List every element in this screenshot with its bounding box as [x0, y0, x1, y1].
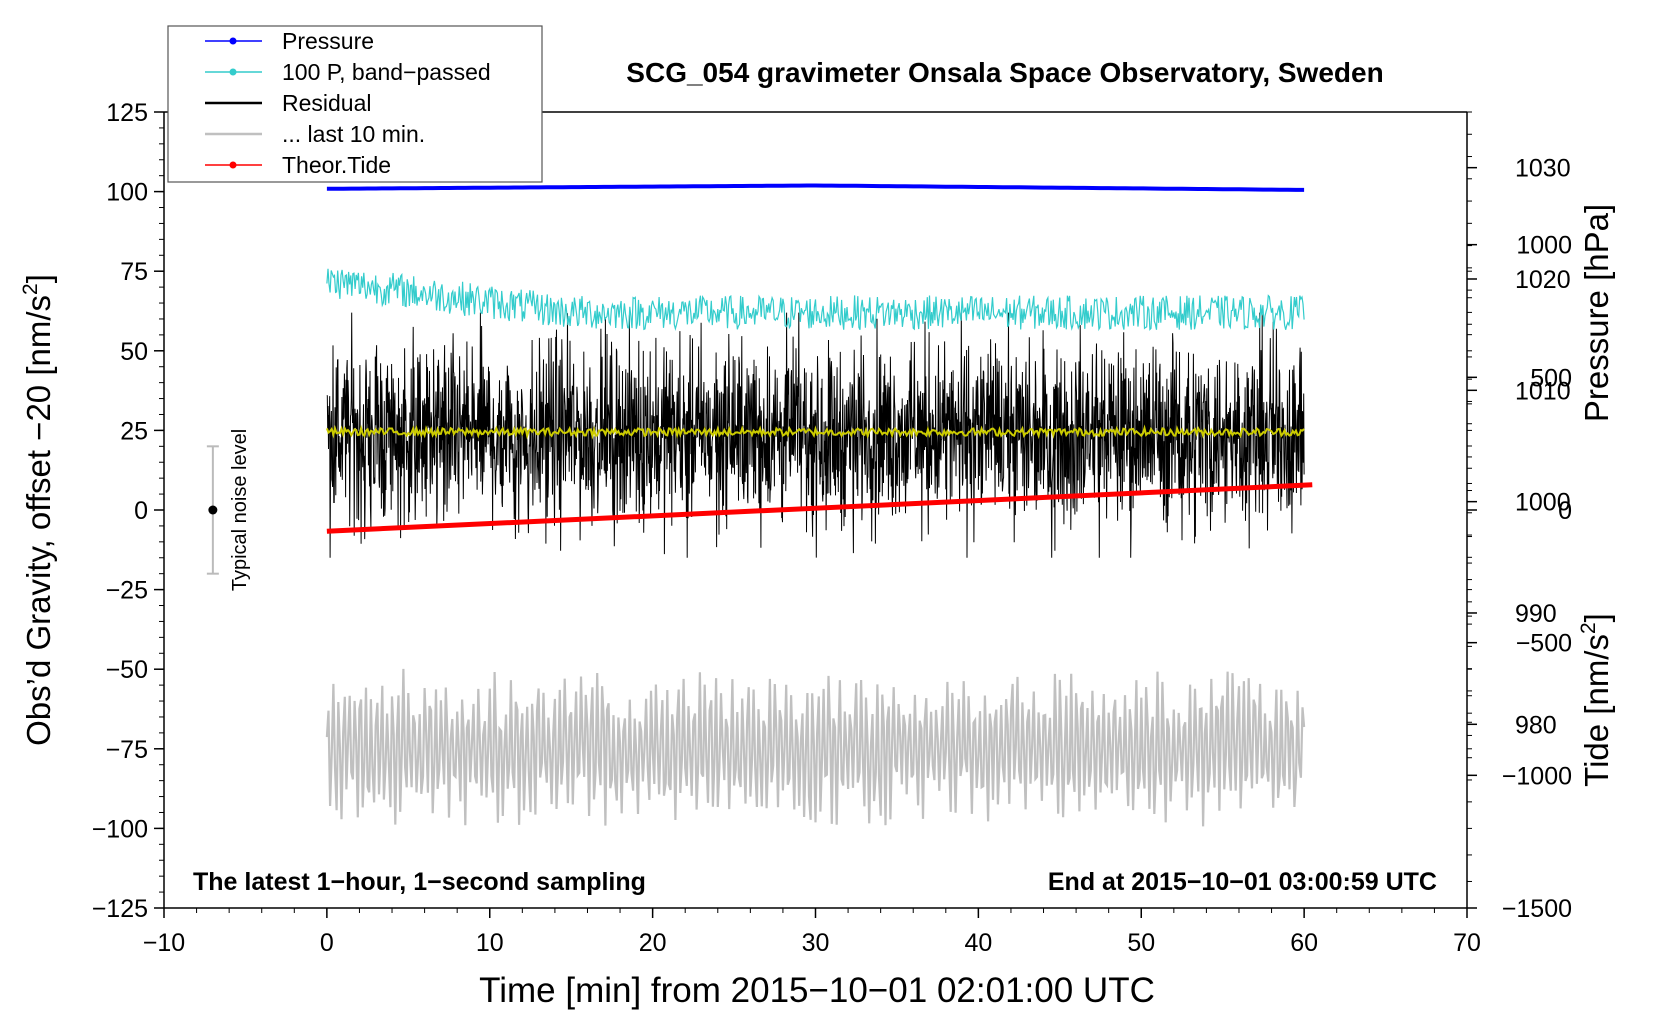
legend: Pressure 100 P, band−passed Residual ... la… [167, 25, 543, 183]
y-tick-label: 100 [106, 179, 148, 207]
y-axis-label-left-main: Obs’d Gravity, offset −20 [nm/s [20, 295, 57, 746]
y-tick-label: 50 [120, 338, 148, 366]
chart-title: SCG_054 gravimeter Onsala Space Observat… [626, 57, 1383, 88]
y-tick-label: −100 [92, 815, 148, 843]
legend-label: 100 P, band−passed [282, 59, 491, 85]
x-tick-label: 20 [639, 929, 667, 957]
y-axis-label-pressure: Pressure [hPa] [1578, 204, 1615, 422]
annotation-right: End at 2015−10−01 03:00:59 UTC [1048, 868, 1437, 896]
y-tick-label: −50 [106, 656, 148, 684]
x-tick-label: 10 [476, 929, 504, 957]
x-tick-label: 70 [1453, 929, 1481, 957]
series-band-passed [326, 268, 1305, 332]
legend-label: Pressure [282, 28, 374, 54]
tide-tick-label: −1500 [1502, 895, 1572, 923]
y-axis-label-left-sup: 2 [19, 283, 42, 295]
tide-tick-label: 500 [1530, 364, 1572, 392]
legend-label: Theor.Tide [282, 152, 391, 178]
series-smoothed-residual [325, 424, 1305, 440]
y-tick-label: −125 [92, 895, 148, 923]
noise-bar: Typical noise level [206, 429, 251, 591]
axes-layer: −10 0 10 20 30 40 50 60 70−125−100−75−50−2502550… [92, 99, 1572, 957]
series-layer [325, 183, 1313, 827]
y-tick-label: −75 [106, 736, 148, 764]
pressure-tick-label: 1020 [1515, 266, 1571, 294]
pressure-tick-label: 980 [1515, 711, 1557, 739]
annotation-left: The latest 1−hour, 1−second sampling [193, 868, 646, 896]
series-last-10-min [325, 668, 1306, 827]
tide-tick-label: −1000 [1502, 762, 1572, 790]
y-axis-label-left: Obs’d Gravity, offset −20 [nm/s2] [19, 274, 57, 746]
legend-label: ... last 10 min. [282, 121, 425, 147]
tide-tick-label: 1000 [1516, 232, 1572, 260]
x-tick-label: 40 [964, 929, 992, 957]
x-tick-label: 50 [1127, 929, 1155, 957]
series-theor-tide [326, 482, 1313, 534]
x-tick-label: 60 [1290, 929, 1318, 957]
pressure-tick-label: 1010 [1515, 377, 1571, 405]
x-tick-label: 0 [320, 929, 334, 957]
x-axis-label: Time [min] from 2015−10−01 02:01:00 UTC [479, 971, 1155, 1010]
legend-marker [229, 161, 237, 169]
pressure-tick-label: 990 [1515, 600, 1557, 628]
tide-tick-label: −500 [1516, 630, 1572, 658]
y-tick-label: 125 [106, 99, 148, 127]
tide-tick-label: 0 [1558, 497, 1572, 525]
y-tick-label: 25 [120, 417, 148, 445]
y-axis-label-left-end: ] [20, 274, 57, 283]
noise-bar-center-dot [208, 505, 218, 515]
series-residual [326, 312, 1305, 558]
pressure-tick-label: 1030 [1515, 155, 1571, 183]
y-tick-label: 75 [120, 258, 148, 286]
legend-marker [229, 68, 237, 76]
y-axis-label-tide-main: Tide [nm/s [1578, 634, 1615, 787]
pressure-tick-label: 1000 [1515, 489, 1571, 517]
y-tick-label: 0 [134, 497, 148, 525]
y-axis-label-tide: Tide [nm/s2] [1577, 613, 1615, 787]
y-tick-label: −25 [106, 577, 148, 605]
x-tick-label: −10 [143, 929, 185, 957]
legend-marker [229, 37, 237, 45]
y-axis-label-tide-end: ] [1578, 613, 1615, 622]
legend-label: Residual [282, 90, 372, 116]
series-pressure [326, 183, 1305, 192]
noise-bar-label: Typical noise level [229, 429, 251, 591]
x-tick-label: 30 [802, 929, 830, 957]
y-axis-label-tide-sup: 2 [1577, 622, 1600, 634]
